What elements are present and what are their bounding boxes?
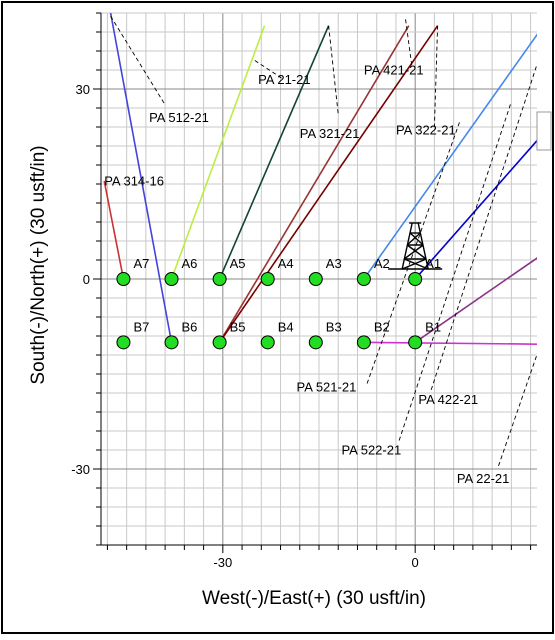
y-axis-title: South(-)/North(+) (30 usft/in) (28, 145, 49, 384)
plan-label: PA 521-21 (297, 380, 357, 395)
well-label: B4 (278, 319, 294, 334)
plan-label: PA 422-21 (418, 392, 478, 407)
y-tick-label: -30 (71, 462, 90, 477)
plan-leader-line (498, 353, 537, 466)
x-tick-label: -30 (213, 555, 232, 570)
well-label: A6 (182, 256, 198, 271)
well-label: A1 (425, 256, 441, 271)
y-tick-label: 30 (76, 82, 90, 97)
well-marker (308, 335, 323, 350)
trajectory-line (218, 25, 330, 280)
plan-leader-line (328, 25, 339, 115)
well-marker (212, 272, 227, 286)
derrick-cross (406, 232, 421, 246)
trajectory-line (414, 139, 537, 280)
trajectory-line (170, 25, 266, 280)
well-label: A2 (374, 256, 390, 271)
well-label: A4 (278, 256, 294, 271)
derrick-cross (403, 244, 424, 260)
plan-leader-line (405, 19, 413, 67)
rig-icon (388, 222, 443, 270)
plan-leader-line (398, 101, 512, 441)
plan-leader-line (254, 60, 284, 80)
well-marker (116, 272, 131, 286)
well-marker (408, 335, 423, 350)
well-marker (212, 335, 227, 350)
plan-label: PA 22-21 (457, 471, 510, 486)
grid (101, 12, 537, 546)
well-label: B7 (133, 319, 149, 334)
derrick-cross (403, 258, 429, 270)
plan-leader-line (366, 120, 461, 384)
trajectory-line (103, 180, 125, 280)
well-label: B1 (425, 319, 441, 334)
well-marker (356, 272, 371, 286)
plan-label: PA 321-21 (300, 126, 360, 141)
plan-leader-line (433, 25, 439, 128)
well-label: A7 (133, 256, 149, 271)
well-label: B3 (326, 319, 342, 334)
plan-label: PA 421-21 (364, 62, 424, 77)
derrick-leg-right (417, 222, 429, 270)
wells (116, 272, 423, 350)
label-leaders (110, 15, 537, 466)
plan-label: PA 512-21 (149, 110, 209, 125)
plan-leader-line (430, 62, 537, 390)
well-label: B5 (230, 319, 246, 334)
labels: A7 A6 A5 A4 A3 A2 A1 B7 B6 B5 B4 B3 B2 B1 PA 512-21 PA … (104, 62, 510, 486)
plan-label: PA 322-21 (396, 123, 456, 138)
well-marker (164, 335, 179, 350)
well-label: B6 (182, 319, 198, 334)
derrick-cross (409, 232, 424, 246)
well-label: B2 (374, 319, 390, 334)
right-panel-edge (536, 111, 552, 151)
x-axis-title: West(-)/East(+) (30 usft/in) (202, 588, 426, 609)
plan-leader-line (110, 15, 166, 106)
derrick-cross (406, 244, 427, 260)
trajectories (103, 13, 537, 345)
x-tick-label: 0 (412, 555, 419, 570)
trajectory-line (109, 13, 173, 343)
well-marker (164, 272, 179, 286)
well-label: A3 (326, 256, 342, 271)
axes: -30 0 30 0 -30 (71, 12, 537, 570)
plan-label: PA 21-21 (258, 72, 311, 87)
well-label: A5 (230, 256, 246, 271)
well-marker (260, 335, 275, 350)
trajectory-line (363, 341, 537, 345)
well-marker (356, 335, 371, 350)
trajectory-line (414, 257, 537, 343)
well-marker (260, 272, 275, 286)
well-marker (408, 272, 423, 286)
y-tick-label: 0 (83, 272, 90, 287)
trajectory-line (218, 25, 439, 343)
trajectory-line (363, 33, 537, 280)
plan-label: PA 314-16 (104, 173, 164, 188)
derrick-leg-left (401, 222, 413, 270)
well-marker (308, 272, 323, 286)
plan-label: PA 522-21 (341, 442, 401, 457)
well-marker (116, 335, 131, 350)
trajectory-line (218, 25, 410, 343)
derrick-icon (388, 222, 443, 270)
derrick-cross (401, 258, 427, 270)
